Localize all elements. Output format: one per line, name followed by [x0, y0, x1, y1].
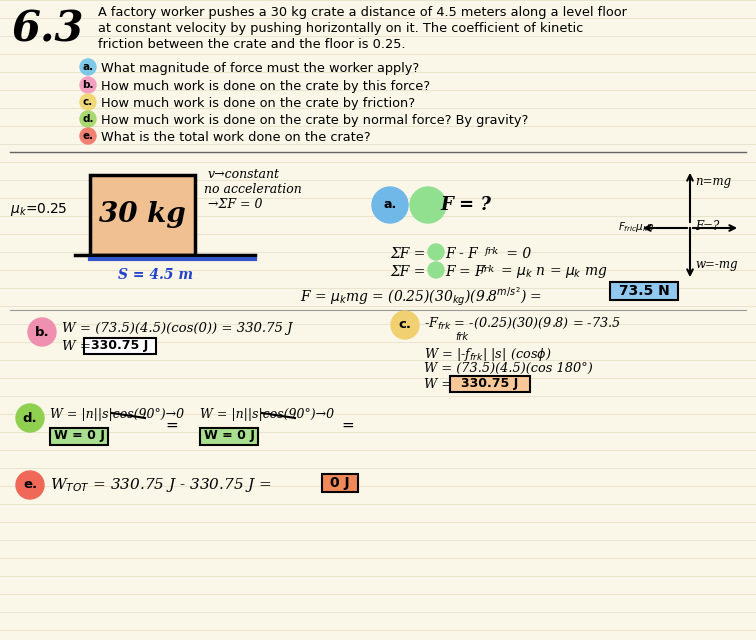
Text: n=mg: n=mg [695, 175, 731, 188]
Text: friction between the crate and the floor is 0.25.: friction between the crate and the floor… [98, 38, 405, 51]
Text: W =: W = [62, 340, 95, 353]
Circle shape [80, 94, 96, 110]
Text: 30 kg: 30 kg [98, 202, 185, 228]
Text: 73.5 N: 73.5 N [618, 284, 669, 298]
Circle shape [16, 404, 44, 432]
Text: How much work is done on the crate by friction?: How much work is done on the crate by fr… [101, 97, 415, 110]
Text: frk: frk [485, 248, 499, 257]
Text: How much work is done on the crate by normal force? By gravity?: How much work is done on the crate by no… [101, 114, 528, 127]
Circle shape [428, 262, 444, 278]
Text: $\mu_k$=0.25: $\mu_k$=0.25 [10, 202, 67, 218]
FancyBboxPatch shape [450, 376, 530, 392]
Text: $F_{fric}\mu_k n$: $F_{fric}\mu_k n$ [618, 220, 655, 234]
Text: How much work is done on the crate by this force?: How much work is done on the crate by th… [101, 80, 430, 93]
Text: W = (73.5)(4.5)(cos 180°): W = (73.5)(4.5)(cos 180°) [424, 362, 593, 375]
Text: W = |n||s|cos(90°)→0: W = |n||s|cos(90°)→0 [50, 408, 184, 421]
Text: frk: frk [481, 266, 495, 275]
Circle shape [428, 244, 444, 260]
Text: =: = [342, 418, 355, 433]
Text: v→constant: v→constant [208, 168, 280, 181]
FancyBboxPatch shape [50, 428, 108, 445]
FancyBboxPatch shape [90, 175, 195, 255]
Text: ΣF =: ΣF = [390, 247, 429, 261]
FancyBboxPatch shape [200, 428, 258, 445]
Text: = $\mu_k$ n = $\mu_k$ mg: = $\mu_k$ n = $\mu_k$ mg [496, 265, 608, 280]
Circle shape [80, 77, 96, 93]
Text: A factory worker pushes a 30 kg crate a distance of 4.5 meters along a level flo: A factory worker pushes a 30 kg crate a … [98, 6, 627, 19]
Text: no acceleration: no acceleration [204, 183, 302, 196]
Circle shape [28, 318, 56, 346]
Text: 0 J: 0 J [330, 476, 350, 490]
Text: W = 0 J: W = 0 J [203, 429, 255, 442]
Text: F = $\mu_k$mg = (0.25)(30$_{kg}$)(9.8$^{m/s^2}$) =: F = $\mu_k$mg = (0.25)(30$_{kg}$)(9.8$^{… [300, 285, 544, 308]
Text: d.: d. [82, 114, 94, 124]
Text: W = |-f$_{frk}$| |s| (cos$\phi$): W = |-f$_{frk}$| |s| (cos$\phi$) [424, 346, 552, 363]
Text: e.: e. [23, 479, 37, 492]
Text: frk: frk [455, 332, 468, 342]
Text: a.: a. [82, 62, 94, 72]
Text: W = |n||s|cos(90°)→0: W = |n||s|cos(90°)→0 [200, 408, 334, 421]
Text: =: = [166, 418, 178, 433]
Circle shape [372, 187, 408, 223]
Text: W$_{TOT}$ = 330.75 J - 330.75 J =: W$_{TOT}$ = 330.75 J - 330.75 J = [50, 476, 274, 494]
Text: W = 0 J: W = 0 J [54, 429, 104, 442]
Text: c.: c. [83, 97, 93, 107]
Text: What magnitude of force must the worker apply?: What magnitude of force must the worker … [101, 62, 420, 75]
Text: e.: e. [82, 131, 94, 141]
Text: b.: b. [82, 80, 94, 90]
Text: W = (73.5)(4.5)(cos(0)) = 330.75 J: W = (73.5)(4.5)(cos(0)) = 330.75 J [62, 322, 293, 335]
Text: 330.75 J: 330.75 J [461, 378, 519, 390]
Text: F - F: F - F [445, 247, 478, 261]
Circle shape [80, 111, 96, 127]
Text: -F$_{frk}$ = -(0.25)(30)(9.8) = -73.5: -F$_{frk}$ = -(0.25)(30)(9.8) = -73.5 [424, 316, 621, 332]
FancyBboxPatch shape [84, 338, 156, 354]
Text: w=-mg: w=-mg [695, 258, 738, 271]
Text: F = ?: F = ? [440, 196, 491, 214]
Text: 330.75 J: 330.75 J [91, 339, 149, 353]
Text: c.: c. [398, 319, 411, 332]
FancyBboxPatch shape [322, 474, 358, 492]
Text: F=?: F=? [695, 220, 719, 233]
Text: F = F: F = F [445, 265, 485, 279]
Text: b.: b. [35, 326, 49, 339]
Text: = 0: = 0 [502, 247, 531, 261]
Text: S = 4.5 m: S = 4.5 m [117, 268, 193, 282]
Text: ΣF =: ΣF = [390, 265, 429, 279]
Circle shape [16, 471, 44, 499]
Circle shape [410, 187, 446, 223]
Text: d.: d. [23, 412, 37, 424]
Circle shape [80, 128, 96, 144]
Text: What is the total work done on the crate?: What is the total work done on the crate… [101, 131, 370, 144]
Text: a.: a. [383, 198, 397, 211]
FancyBboxPatch shape [610, 282, 678, 300]
Text: W =: W = [424, 378, 457, 391]
Circle shape [80, 59, 96, 75]
Text: at constant velocity by pushing horizontally on it. The coefficient of kinetic: at constant velocity by pushing horizont… [98, 22, 583, 35]
Text: 6.3: 6.3 [12, 8, 85, 50]
Circle shape [391, 311, 419, 339]
Text: →ΣF = 0: →ΣF = 0 [208, 198, 262, 211]
